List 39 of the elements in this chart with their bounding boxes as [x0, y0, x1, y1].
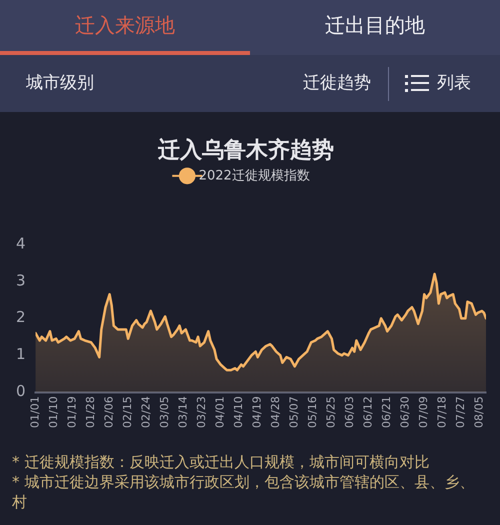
- x-tick-label: 05/16: [306, 396, 320, 428]
- x-tick-label: 08/05: [472, 396, 486, 428]
- x-tick-label: 02/15: [120, 396, 134, 428]
- x-tick-label: 07/27: [454, 396, 468, 428]
- x-tick-label: 01/10: [46, 396, 60, 428]
- x-tick-label: 02/24: [139, 396, 152, 428]
- x-tick-label: 04/28: [269, 396, 282, 428]
- legend-label: 2022迁徙规模指数: [198, 168, 310, 184]
- y-tick-label: 0: [16, 382, 26, 400]
- x-tick-label: 04/10: [232, 396, 246, 428]
- y-tick-label: 1: [16, 345, 26, 364]
- x-tick-label: 04/01: [214, 396, 227, 428]
- text: 城市级别: [26, 72, 94, 95]
- chart-title: 迁入乌鲁木齐趋势: [157, 136, 334, 163]
- x-tick-label: 07/18: [436, 396, 449, 428]
- x-tick-label: 06/03: [343, 396, 356, 428]
- x-tick-label: 02/06: [102, 396, 116, 428]
- x-tick-label: 05/07: [288, 396, 301, 428]
- x-tick-label: 05/25: [324, 396, 338, 428]
- x-tick-label: 01/28: [84, 396, 97, 428]
- text: 迁徙趋势: [303, 72, 371, 95]
- x-tick-label: 03/23: [195, 396, 208, 428]
- y-tick-label: 4: [16, 234, 26, 252]
- x-tick-label: 03/14: [176, 396, 190, 428]
- x-tick-label: 06/21: [380, 396, 394, 428]
- text: 迁出目的地: [324, 12, 426, 39]
- y-tick-label: 3: [16, 271, 26, 290]
- x-tick-label: 06/12: [362, 396, 375, 428]
- x-tick-label: 01/01: [28, 396, 42, 428]
- text: 列表: [437, 72, 471, 95]
- x-tick-label: 04/19: [250, 396, 264, 428]
- x-tick-label: 03/05: [158, 396, 171, 428]
- x-tick-label: 06/30: [398, 396, 412, 428]
- x-tick-label: 07/09: [417, 396, 430, 428]
- y-tick-label: 2: [16, 308, 26, 326]
- text: * 城市迁徙边界采用该城市行政区划，包含该城市管辖的区、县、乡、村: [12, 472, 476, 512]
- x-tick-label: 01/19: [65, 396, 78, 428]
- text: 迁入来源地: [74, 12, 176, 39]
- text: * 迁徙规模指数：反映迁入或迁出人口规模，城市间可横向对比: [12, 452, 430, 472]
